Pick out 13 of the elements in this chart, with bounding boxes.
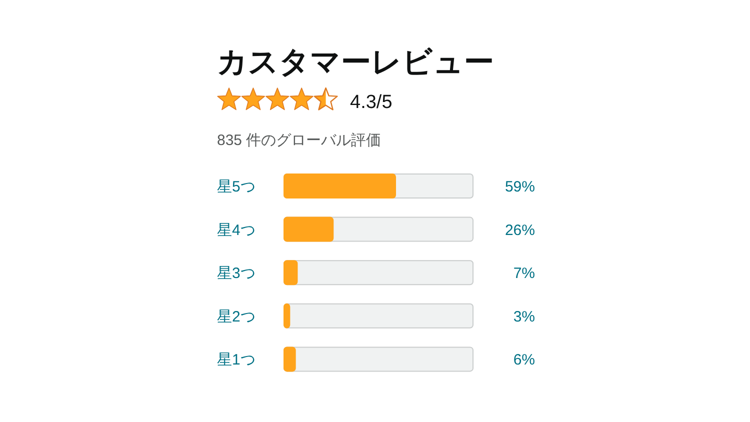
text: 4.3/5: [350, 92, 392, 113]
data-label: 59%: [504, 178, 535, 196]
chart-subtitle: 835 件のグローバル評価: [217, 132, 382, 149]
chart-title: カスタマーレビュー: [217, 46, 494, 79]
data-label: 7%: [513, 265, 535, 282]
data-label: 6%: [513, 352, 535, 369]
data-label: 26%: [504, 222, 535, 239]
data-label: 3%: [513, 308, 535, 326]
y-tick-label: 星5つ: [217, 178, 256, 196]
y-tick-label: 星2つ: [217, 308, 256, 326]
y-tick-label: 星3つ: [217, 265, 256, 282]
y-tick-label: 星1つ: [217, 352, 256, 369]
y-tick-label: 星4つ: [217, 222, 256, 239]
